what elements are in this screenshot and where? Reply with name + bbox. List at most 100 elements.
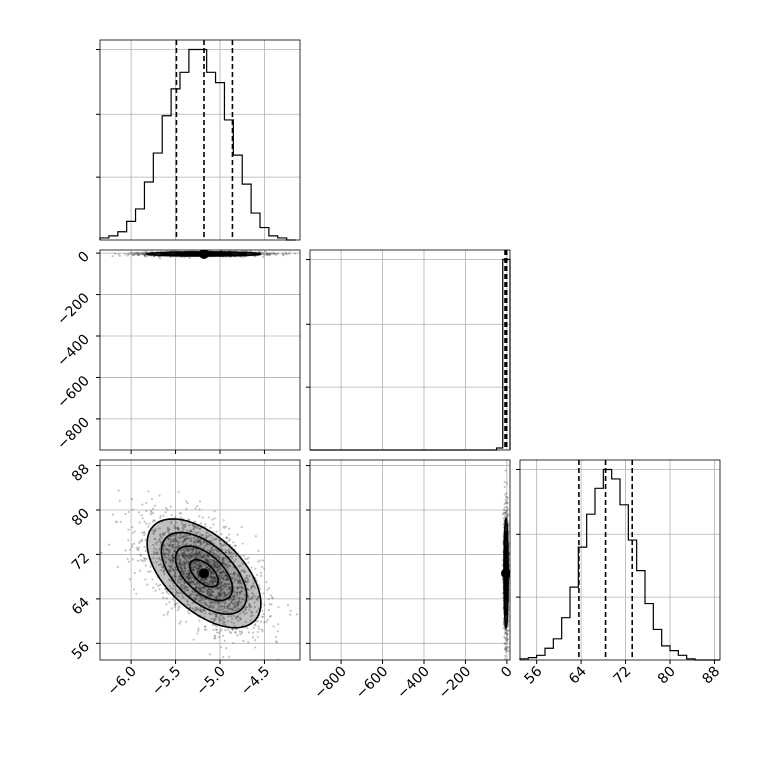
scatter-p0-p2-point xyxy=(181,583,184,587)
scatter-p0-p2-point xyxy=(255,610,259,613)
scatter-p0-p2-point xyxy=(199,543,202,546)
scatter-p0-p2-point xyxy=(135,546,138,549)
scatter-p0-p2-point xyxy=(190,529,193,533)
scatter-p0-p2-point xyxy=(174,593,177,596)
scatter-p0-p2-point xyxy=(171,560,174,563)
scatter-p0-p2-point xyxy=(185,599,188,602)
scatter-p0-p2-point xyxy=(184,559,188,562)
scatter-p0-p2-point xyxy=(216,608,219,611)
scatter-p0-p2-point xyxy=(183,567,187,570)
scatter-p0-p2-point xyxy=(259,559,262,562)
scatter-p0-p2-point xyxy=(198,608,201,611)
scatter-p0-p2-point xyxy=(221,560,224,564)
scatter-p0-p2-point xyxy=(207,588,210,591)
scatter-p0-p2-point xyxy=(180,568,184,571)
scatter-p0-p2-point xyxy=(194,567,197,570)
scatter-p0-p2-point xyxy=(306,577,308,579)
scatter-p0-p2-point xyxy=(170,565,173,568)
scatter-p0-p2-point xyxy=(254,567,257,570)
scatter-p0-p2-point xyxy=(228,602,231,606)
scatter-p0-p2-point xyxy=(186,501,189,505)
scatter-p0-p2-point xyxy=(228,587,231,590)
scatter-p0-p2-point xyxy=(206,567,209,570)
scatter-p0-p2-point xyxy=(162,549,165,552)
scatter-p0-p2-point xyxy=(265,581,268,584)
scatter-p0-p2-point xyxy=(187,537,191,540)
scatter-p0-p2-point xyxy=(192,561,195,564)
scatter-p0-p2-point xyxy=(257,560,260,563)
scatter-p0-p2-point xyxy=(151,520,155,523)
scatter-p0-p2-point xyxy=(247,641,250,644)
scatter-p0-p2-point xyxy=(161,547,165,550)
scatter-p0-p2-point xyxy=(202,554,205,557)
scatter-p1-p2-point xyxy=(505,509,509,512)
scatter-p0-p2-point xyxy=(254,535,257,538)
scatter-p0-p2-point xyxy=(237,602,240,605)
scatter-p0-p2-point xyxy=(227,578,230,581)
scatter-p0-p2-point xyxy=(222,616,225,619)
scatter-p0-p2-point xyxy=(202,586,206,589)
scatter-p0-p2-point xyxy=(212,577,215,580)
scatter-p0-p2-point xyxy=(203,628,206,631)
scatter-p0-p2-point xyxy=(214,637,217,640)
scatter-p0-p2-point xyxy=(167,554,170,557)
scatter-p0-p2-point xyxy=(216,554,219,558)
scatter-p0-p2-point xyxy=(186,549,189,552)
scatter-p0-p2-point xyxy=(218,618,221,621)
scatter-p0-p2-point xyxy=(147,490,150,493)
scatter-p0-p2-point xyxy=(184,555,187,558)
scatter-p0-p2-point xyxy=(188,571,191,574)
scatter-p0-p2-point xyxy=(163,531,167,535)
scatter-p0-p2-point xyxy=(200,564,203,567)
scatter-p0-p2-point xyxy=(213,612,217,615)
scatter-p0-p2-point xyxy=(197,562,200,566)
scatter-p0-p1-point xyxy=(284,251,287,254)
scatter-p0-p2-point xyxy=(221,557,224,560)
scatter-p0-p2-point xyxy=(203,597,206,600)
scatter-p0-p2-point xyxy=(171,544,174,547)
scatter-p0-p2-point xyxy=(194,597,198,600)
scatter-p0-p2-point xyxy=(184,538,187,541)
scatter-p0-p2-point xyxy=(239,582,242,585)
scatter-p0-p2-point xyxy=(224,536,228,539)
scatter-p0-p2-point xyxy=(182,562,186,566)
scatter-p0-p2-point xyxy=(143,533,146,537)
scatter-p0-p2-point xyxy=(173,579,176,582)
scatter-p0-p2-point xyxy=(269,664,271,666)
scatter-p0-p2-point xyxy=(233,593,236,597)
scatter-p0-p2-point xyxy=(197,566,201,569)
hist-p2-step xyxy=(519,468,720,661)
scatter-p0-p2-point xyxy=(253,624,256,627)
scatter-p0-p2-point xyxy=(164,545,167,548)
scatter-p0-p2-point xyxy=(170,607,174,610)
scatter-p0-p2-point xyxy=(227,548,230,551)
scatter-p0-p2-point xyxy=(187,578,190,581)
scatter-p0-p2-point xyxy=(167,592,170,596)
scatter-p0-p2-point xyxy=(267,586,271,590)
scatter-p0-p2-point xyxy=(187,547,190,550)
scatter-p0-p2-point xyxy=(225,584,228,587)
scatter-p0-p2-point xyxy=(229,585,232,589)
scatter-p0-p2-point xyxy=(193,525,197,528)
scatter-p0-p2-point xyxy=(183,563,186,566)
scatter-p0-p1-point xyxy=(111,255,114,258)
scatter-p0-p2-point xyxy=(235,591,239,594)
scatter-p0-p2-point xyxy=(215,614,218,617)
scatter-p0-p2-point xyxy=(195,553,198,556)
scatter-p0-p2-point xyxy=(178,563,182,566)
scatter-p0-p2-point xyxy=(193,527,196,530)
scatter-p0-p2-point xyxy=(244,579,247,583)
scatter-p0-p2-point xyxy=(209,572,212,575)
scatter-p0-p2-point xyxy=(169,587,172,590)
scatter-p0-p2-point xyxy=(175,567,178,571)
scatter-p0-p2-point xyxy=(242,597,245,601)
scatter-p0-p2-point xyxy=(230,601,233,604)
scatter-p0-p2-point xyxy=(173,524,176,527)
scatter-p0-p2-point xyxy=(183,552,186,555)
scatter-p0-p2-point xyxy=(209,594,212,597)
scatter-p0-p2-point xyxy=(244,608,247,611)
scatter-p0-p2-point xyxy=(179,565,182,568)
scatter-p0-p2-point xyxy=(212,565,215,569)
scatter-p0-p2-point xyxy=(184,569,187,572)
scatter-p0-p2-point xyxy=(168,564,172,568)
